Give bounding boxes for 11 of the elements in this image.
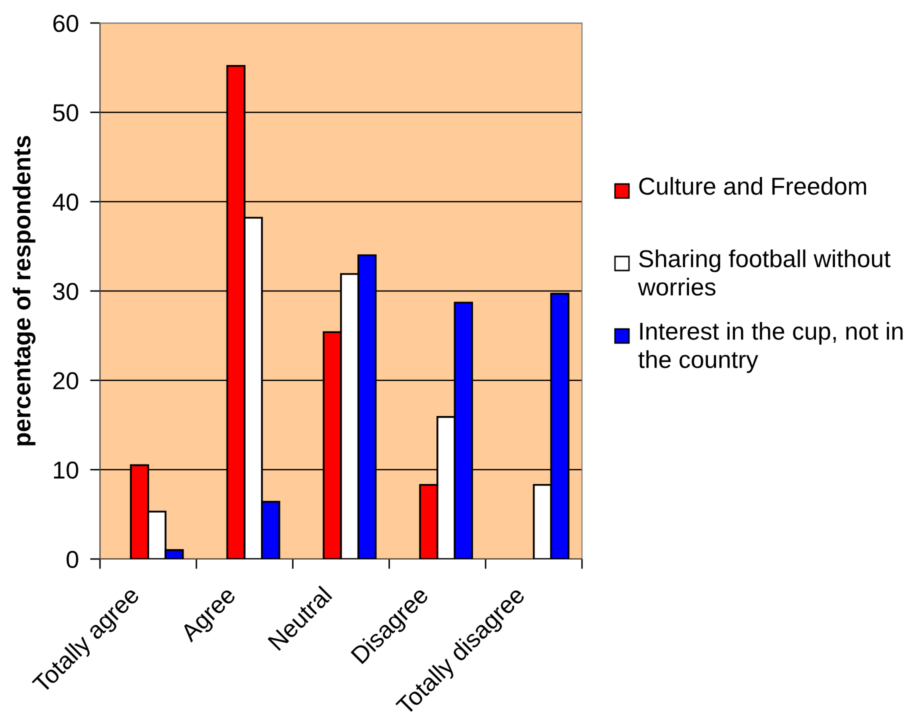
legend-label: Culture and Freedom (639, 177, 866, 195)
y-tick-label: 20 (53, 372, 78, 390)
y-tick-label: 50 (53, 104, 78, 122)
legend-label: Sharing football without worries (638, 250, 890, 296)
legend-label: Interest in the cup, not in the country (638, 322, 903, 373)
y-tick-label: 30 (53, 282, 78, 300)
y-tick-label: 0 (66, 550, 78, 568)
y-tick-label: 40 (52, 194, 78, 211)
y-tick-label: 10 (54, 462, 78, 479)
y-axis-title: percentage of respondents (12, 136, 36, 446)
y-tick-label: 60 (53, 14, 78, 32)
